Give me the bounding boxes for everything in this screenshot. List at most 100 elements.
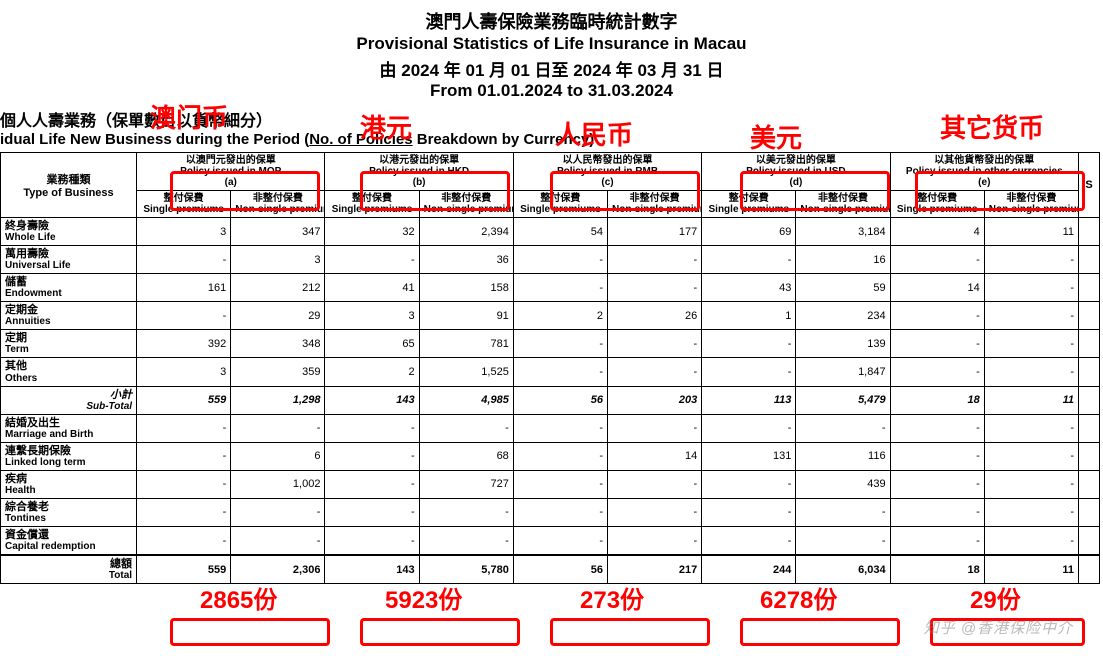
cell: 65 [325,330,419,358]
cell: - [890,527,984,556]
cell: 18 [890,386,984,414]
cell: - [513,527,607,556]
cell: - [137,442,231,470]
col-nonsingle: 非整付保費Non-single premiums [796,191,890,218]
col-overflow: S [1078,153,1099,218]
cell: - [796,498,890,526]
cell-overflow [1078,386,1099,414]
cell: 59 [796,274,890,302]
table-row: 連繫長期保險Linked long term-6-68-14131116-- [1,442,1100,470]
cell: 161 [137,274,231,302]
cell: - [137,498,231,526]
cell: - [325,246,419,274]
table-row: 定期Term39234865781---139-- [1,330,1100,358]
table-head: 業務種類 Type of Business 以澳門元發出的保單 Policy i… [1,153,1100,218]
cell: - [608,498,702,526]
cell: - [608,330,702,358]
cell: - [984,498,1078,526]
cell: 4,985 [419,386,513,414]
table-row: 資金償還Capital redemption---------- [1,527,1100,556]
cell: 203 [608,386,702,414]
cell: - [984,246,1078,274]
cell: - [702,470,796,498]
cell: - [231,498,325,526]
stats-table: 業務種類 Type of Business 以澳門元發出的保單 Policy i… [0,152,1100,584]
cell: - [231,414,325,442]
table-row: 終身壽險Whole Life3347322,39454177693,184411 [1,218,1100,246]
cell: 347 [231,218,325,246]
watermark: 知乎 @香港保险中介 [924,617,1073,638]
cell: 559 [137,555,231,584]
row-label: 其他Others [1,358,137,386]
annotation-label: 2865份 [200,580,277,615]
col-group-other: 以其他貨幣發出的保單 Policy issued in other curren… [890,153,1078,191]
cell-overflow [1078,498,1099,526]
cell: 244 [702,555,796,584]
cell: 5,780 [419,555,513,584]
cell: - [513,414,607,442]
cell: - [325,470,419,498]
cell: - [608,527,702,556]
row-label: 定期Term [1,330,137,358]
subhead-cn: 個人人壽業務（保單數目以貨幣細分） [0,107,1103,131]
sub-header: 個人人壽業務（保單數目以貨幣細分） idual Life New Busines… [0,107,1103,148]
cell: 11 [984,218,1078,246]
cell-overflow [1078,330,1099,358]
cell: - [325,527,419,556]
cell: 14 [608,442,702,470]
cell: 143 [325,555,419,584]
title-cn: 澳門人壽保險業務臨時統計數字 [0,8,1103,34]
cell-overflow [1078,218,1099,246]
cell: - [702,246,796,274]
cell: 6 [231,442,325,470]
col-nonsingle: 非整付保費Non-single premiums [419,191,513,218]
row-label: 連繫長期保險Linked long term [1,442,137,470]
row-label: 總額Total [1,555,137,584]
cell: 1,847 [796,358,890,386]
annotation-box [170,618,330,646]
col-single: 整付保費Single premiums [513,191,607,218]
cell: 14 [890,274,984,302]
cell: - [513,470,607,498]
col-nonsingle: 非整付保費Non-single premiums [984,191,1078,218]
cell: 439 [796,470,890,498]
cell: - [137,470,231,498]
cell: 68 [419,442,513,470]
annotation-label: 273份 [580,580,644,615]
cell: - [890,414,984,442]
cell: 16 [796,246,890,274]
cell: - [608,246,702,274]
row-label: 結婚及出生Marriage and Birth [1,414,137,442]
cell: - [984,470,1078,498]
cell: - [419,414,513,442]
cell: 11 [984,386,1078,414]
cell: 5,479 [796,386,890,414]
col-single: 整付保費Single premiums [890,191,984,218]
date-cn: 由 2024 年 01 月 01 日至 2024 年 03 月 31 日 [0,56,1103,81]
cell: 2,394 [419,218,513,246]
cell: 727 [419,470,513,498]
cell: 41 [325,274,419,302]
annotation-box [550,618,710,646]
cell: - [890,330,984,358]
cell: 36 [419,246,513,274]
cell: 217 [608,555,702,584]
cell: 392 [137,330,231,358]
cell: - [984,358,1078,386]
cell: - [702,330,796,358]
cell: - [890,470,984,498]
col-group-rmb: 以人民幣發出的保單 Policy issued in RMB (c) [513,153,701,191]
row-label: 綜合養老Tontines [1,498,137,526]
annotation-label: 6278份 [760,580,837,615]
table-row: 定期金Annuities-293912261234-- [1,302,1100,330]
cell: - [325,442,419,470]
row-label: 小計Sub-Total [1,386,137,414]
cell: 3 [137,358,231,386]
cell: - [796,527,890,556]
cell: 177 [608,218,702,246]
cell: 26 [608,302,702,330]
table-row: 總額Total5592,3061435,780562172446,0341811 [1,555,1100,584]
subhead-en-ul: No. of Policies [309,131,412,148]
subhead-en-post: Breakdown by Currency) [413,131,595,148]
cell: - [890,358,984,386]
